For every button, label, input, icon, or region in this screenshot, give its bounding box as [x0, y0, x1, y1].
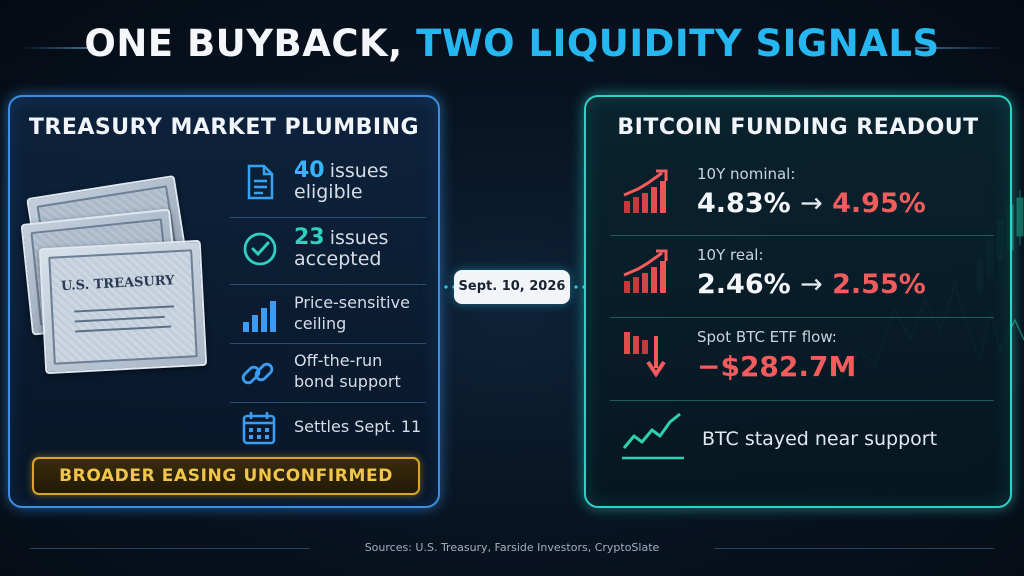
- title-rule-right: [915, 47, 1005, 49]
- ceiling-line-b: ceiling: [294, 314, 347, 333]
- row-divider: [610, 317, 994, 318]
- page-title: ONE BUYBACK, TWO LIQUIDITY SIGNALS: [0, 22, 1024, 65]
- bitcoin-panel-title: BITCOIN FUNDING READOUT: [617, 115, 979, 140]
- title-part-1: ONE BUYBACK,: [84, 22, 417, 65]
- treasury-panel-title: TREASURY MARKET PLUMBING: [28, 115, 420, 140]
- connector-dots-right: [572, 285, 584, 289]
- check-circle-icon: [243, 232, 277, 266]
- link-icon: [241, 362, 274, 385]
- title-rule-left: [20, 47, 90, 49]
- real-to: 2.55%: [832, 269, 926, 300]
- sources-footer: Sources: U.S. Treasury, Farside Investor…: [364, 541, 660, 554]
- rising-bars-icon: [623, 169, 668, 213]
- list-divider: [230, 284, 426, 285]
- real-from: 2.46%: [697, 269, 791, 300]
- real-arrow: →: [800, 269, 823, 300]
- document-icon: [247, 164, 274, 200]
- list-divider: [230, 343, 426, 344]
- etf-flow-value: −$282.7M: [697, 350, 857, 383]
- eligible-word-b: eligible: [294, 181, 363, 203]
- btc-support-text: BTC stayed near support: [702, 428, 938, 450]
- list-item-ceiling: Price-sensitive ceiling: [230, 292, 426, 344]
- certificate-front: U.S. TREASURY: [38, 239, 208, 375]
- title-part-2: TWO LIQUIDITY SIGNALS: [416, 22, 940, 65]
- rising-bars-icon: [623, 249, 668, 293]
- settlement-text: Settles Sept. 11: [294, 417, 422, 436]
- calendar-icon: [242, 412, 276, 445]
- row-divider: [610, 235, 994, 236]
- nominal-value: 4.83% → 4.95%: [697, 188, 926, 219]
- line-chart-icon: [622, 412, 684, 460]
- falling-bars-icon: [624, 332, 666, 378]
- nominal-from: 4.83%: [697, 188, 791, 219]
- bitcoin-panel: BITCOIN FUNDING READOUT: [584, 95, 1012, 508]
- row-divider: [610, 400, 994, 401]
- easing-unconfirmed-badge: BROADER EASING UNCONFIRMED: [32, 457, 420, 495]
- eligible-word-a: issues: [329, 160, 389, 182]
- list-item-eligible: 40 issues eligible: [230, 158, 426, 214]
- accepted-count: 23: [294, 225, 325, 250]
- bond-support-line-b: bond support: [294, 372, 401, 391]
- connector-dots-left: [442, 285, 454, 289]
- bar-chart-icon: [243, 301, 276, 332]
- real-value: 2.46% → 2.55%: [697, 269, 926, 300]
- bond-support-line-a: Off-the-run: [294, 351, 383, 370]
- date-pill: Sept. 10, 2026: [454, 270, 570, 304]
- nominal-label: 10Y nominal:: [697, 165, 796, 183]
- list-item-settlement: Settles Sept. 11: [230, 408, 426, 448]
- ceiling-line-a: Price-sensitive: [294, 293, 410, 312]
- list-item-bond-support: Off-the-run bond support: [230, 350, 426, 400]
- real-label: 10Y real:: [697, 246, 764, 264]
- list-divider: [230, 402, 426, 403]
- nominal-arrow: →: [800, 188, 823, 219]
- accepted-word-a: issues: [329, 227, 389, 249]
- list-item-accepted: 23 issues accepted: [230, 225, 426, 281]
- sources-rule-right: [714, 548, 994, 549]
- eligible-count: 40: [294, 158, 325, 183]
- sources-rule-left: [30, 548, 310, 549]
- treasury-certificates-illustration: U.S. TREASURY: [14, 174, 214, 390]
- etf-flow-label: Spot BTC ETF flow:: [697, 328, 837, 346]
- list-divider: [230, 217, 426, 218]
- nominal-to: 4.95%: [832, 188, 926, 219]
- accepted-word-b: accepted: [294, 248, 382, 270]
